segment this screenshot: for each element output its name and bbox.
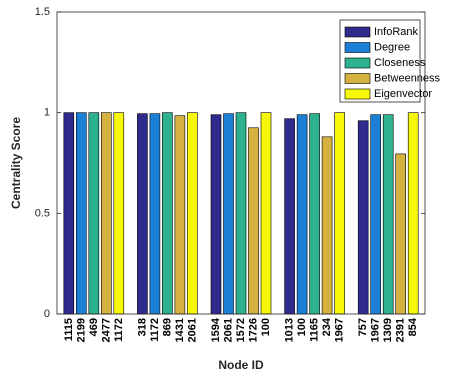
bar-betweenness-4 <box>321 136 333 315</box>
category-label: 1172 <box>149 318 161 342</box>
category-label: 2391 <box>395 318 407 342</box>
bar-closeness-5 <box>382 114 394 315</box>
category-label: 2477 <box>100 318 112 342</box>
bar-degree-2 <box>149 113 161 315</box>
y-tick-label: 0.5 <box>35 207 50 219</box>
category-label: 869 <box>161 318 173 336</box>
category-label: 100 <box>296 318 308 336</box>
category-label: 1431 <box>174 318 186 342</box>
bar-eigenvector-4 <box>334 112 345 315</box>
category-label: 234 <box>321 317 333 336</box>
bar-inforank-1 <box>63 112 75 315</box>
y-tick-label: 1.5 <box>35 6 50 18</box>
plot-frame <box>56 11 426 315</box>
category-label: 1967 <box>370 318 382 342</box>
bar-degree-4 <box>296 114 308 315</box>
bar-inforank-4 <box>284 118 295 315</box>
legend-swatch-closeness <box>344 57 371 69</box>
category-label: 1165 <box>309 318 321 342</box>
category-label: 1172 <box>113 318 125 342</box>
bar-degree-5 <box>370 114 382 315</box>
bar-betweenness-5 <box>395 153 407 315</box>
legend-label-degree: Degree <box>374 42 410 54</box>
category-label: 100 <box>260 318 272 336</box>
y-axis-label: Centrality Score <box>9 117 23 209</box>
bar-inforank-2 <box>137 113 148 315</box>
bar-closeness-2 <box>162 112 173 315</box>
legend-swatch-inforank <box>344 26 371 38</box>
category-label: 318 <box>136 318 148 336</box>
category-label: 1115 <box>63 318 75 341</box>
category-label: 469 <box>88 318 100 336</box>
bar-betweenness-1 <box>101 112 112 315</box>
category-label: 1967 <box>334 318 346 342</box>
bar-inforank-3 <box>210 114 222 315</box>
bar-closeness-1 <box>88 112 100 315</box>
legend-label-closeness: Closeness <box>374 57 426 69</box>
bar-betweenness-2 <box>174 115 186 315</box>
category-label: 2199 <box>75 318 87 342</box>
y-tick-label: 0 <box>44 308 50 320</box>
category-label: 757 <box>357 318 369 336</box>
bar-eigenvector-3 <box>260 112 272 315</box>
bar-betweenness-3 <box>248 127 259 315</box>
category-label: 2061 <box>186 318 198 342</box>
legend-swatch-eigenvector <box>344 88 371 100</box>
bar-degree-1 <box>76 112 87 315</box>
bar-closeness-4 <box>309 113 320 315</box>
legend-swatch-degree <box>344 42 371 53</box>
bar-eigenvector-1 <box>113 112 125 315</box>
bar-inforank-5 <box>357 120 369 315</box>
bar-closeness-3 <box>235 112 247 315</box>
bar-degree-3 <box>223 113 234 315</box>
category-label: 1013 <box>284 318 296 342</box>
category-label: 2061 <box>223 318 235 342</box>
x-axis-label: Node ID <box>218 358 264 372</box>
legend: InfoRank Degree Closeness Betweenness Eigenv… <box>339 19 441 103</box>
legend-swatch-betweenness <box>344 73 371 84</box>
category-label: 854 <box>407 317 419 336</box>
category-label: 1726 <box>248 318 260 342</box>
category-label: 1309 <box>382 318 394 342</box>
legend-label-inforank: InfoRank <box>374 26 419 38</box>
category-label: 1594 <box>210 317 222 342</box>
bars <box>63 112 419 315</box>
category-labels: 1115 2199 469 2477 1172 318 1172 869 1431 2061 159… <box>63 317 419 342</box>
bar-eigenvector-2 <box>187 112 198 315</box>
category-label: 1572 <box>235 318 247 342</box>
y-tick-label: 1 <box>44 107 50 119</box>
bar-eigenvector-5 <box>407 112 419 315</box>
legend-label-eigenvector: Eigenvector <box>374 88 432 100</box>
legend-label-betweenness: Betweenness <box>374 73 441 85</box>
